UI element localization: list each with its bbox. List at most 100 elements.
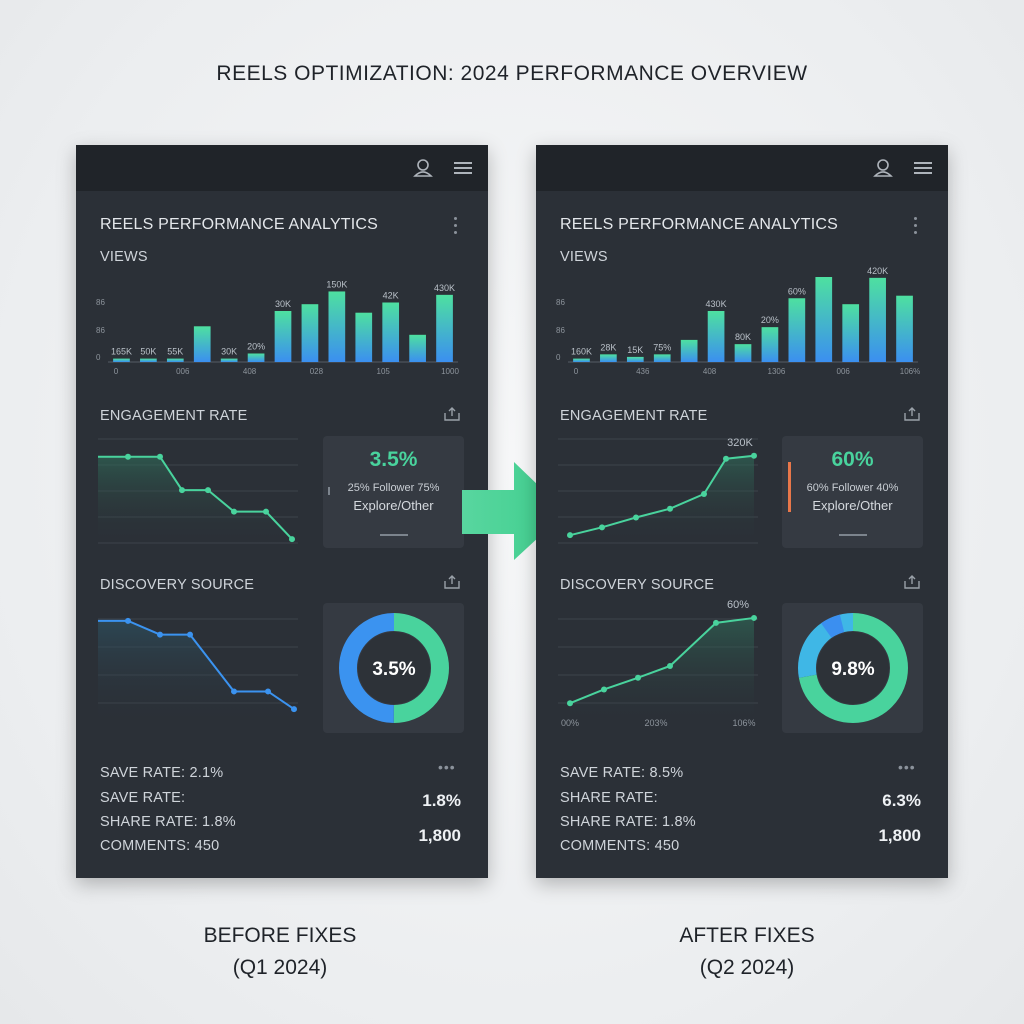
share-icon[interactable] [904,407,920,421]
engagement-line-chart: 320K [558,437,758,547]
engagement-card: 3.5% 25% Follower 75% Explore/Other [323,436,464,548]
discovery-donut-chart: 3.5% [339,613,449,723]
engagement-label: ENGAGEMENT RATE [560,408,708,424]
share-icon[interactable] [444,575,460,589]
caption-after: AFTER FIXES (Q2 2024) [597,920,897,984]
bar-data-label: 80K [735,332,751,342]
engagement-card-line2: Explore/Other [812,498,893,513]
user-icon[interactable] [412,157,434,179]
user-icon[interactable] [872,157,894,179]
split-marker [788,462,791,512]
stat-row-3: SHARE RATE: 1.8% [100,814,236,830]
panel-before: REELS PERFORMANCE ANALYTICS VIEWS 86 86 0 1… [76,145,488,878]
views-bar [707,311,725,362]
discovery-line-chart: 60% 00% 203% 106% [558,599,758,728]
bar-data-label: 75% [653,342,671,352]
engagement-card-value: 60% [831,448,874,471]
views-bar [301,304,319,362]
discovery-point [125,617,131,624]
panel-topbar [536,145,948,191]
engagement-peak-label: 320K [727,437,753,449]
x-tick-label: 203% [644,718,667,728]
views-bar [382,302,400,362]
share-icon[interactable] [444,407,460,421]
panel-topbar [76,145,488,191]
panel-after: REELS PERFORMANCE ANALYTICS VIEWS 86 86 0 1… [536,145,948,878]
page-title: REELS OPTIMIZATION: 2024 PERFORMANCE OVE… [216,62,808,85]
stat-row-2: SHARE RATE: [560,790,658,806]
x-tick-label: 106% [732,718,755,728]
views-bar-chart: 86 86 0 165K 50K 55K 30K 20% 30K 150K 42K 430K 0 006 4… [96,279,459,376]
discovery-point [291,706,297,713]
engagement-point [289,536,295,543]
x-tick-label: 436 [636,367,650,376]
bar-data-label: 55K [167,347,183,357]
stat-row-3: SHARE RATE: 1.8% [560,814,696,830]
section-title: REELS PERFORMANCE ANALYTICS [100,216,379,233]
donut-center-value: 9.8% [831,659,874,680]
engagement-point [125,453,131,460]
y-tick-label: 86 [96,326,105,335]
views-bar [355,312,373,362]
engagement-line [98,455,293,540]
views-bar [842,304,860,362]
x-tick-label: 1000 [441,367,459,376]
caption-title: BEFORE FIXES [203,924,357,947]
bar-data-label: 30K [275,299,291,309]
views-bar [869,277,886,362]
section-title: REELS PERFORMANCE ANALYTICS [560,216,839,233]
y-tick-label: 0 [96,353,101,362]
x-tick-label: 00% [561,718,579,728]
engagement-point [231,508,237,515]
bar-data-label: 50K [140,347,156,357]
card-divider [839,534,867,536]
donut-segment [798,613,908,723]
engagement-point [633,514,639,521]
bar-data-label: 160K [571,347,592,357]
engagement-label: ENGAGEMENT RATE [100,408,248,424]
views-bar [220,358,238,362]
engagement-area [98,456,292,547]
discovery-point [601,686,607,693]
views-bar [815,277,833,362]
caption-before: BEFORE FIXES (Q1 2024) [130,920,430,984]
views-bar [113,358,130,362]
views-bar [573,358,590,362]
more-options-icon[interactable] [454,217,458,238]
discovery-label: DISCOVERY SOURCE [100,577,255,593]
engagement-point [179,487,185,494]
bar-data-label: 28K [600,342,616,352]
discovery-area [570,617,754,727]
menu-icon[interactable] [912,157,934,179]
bar-data-label: 30K [221,347,237,357]
menu-icon[interactable] [452,157,474,179]
more-horizontal-icon[interactable]: ••• [898,759,916,775]
stat-row-4: COMMENTS: 450 [100,838,220,854]
discovery-label: DISCOVERY SOURCE [560,577,715,593]
stat-row-2: SAVE RATE: [100,790,186,806]
x-tick-label: 106% [900,367,920,376]
bar-data-label: 60% [788,286,806,296]
discovery-area [98,620,294,727]
caption-period: (Q2 2024) [699,956,795,979]
views-bar [788,298,806,362]
views-bar [436,294,453,362]
bar-data-label: 20% [761,315,779,325]
views-bar [626,356,644,362]
y-tick-label: 0 [556,353,561,362]
bar-data-label: 420K [867,266,888,276]
discovery-peak-label: 60% [727,599,749,611]
engagement-point [263,508,269,515]
views-bar [653,354,671,362]
x-tick-label: 0 [574,367,579,376]
more-options-icon[interactable] [914,217,918,238]
discovery-donut-chart: 9.8% [798,613,908,723]
y-tick-label: 86 [556,326,565,335]
views-bar [140,358,157,362]
stat-value-2: 1,800 [878,826,921,845]
share-icon[interactable] [904,575,920,589]
views-bar [274,311,292,362]
more-horizontal-icon[interactable]: ••• [438,759,456,775]
discovery-point [187,631,193,638]
views-bar [193,326,211,362]
